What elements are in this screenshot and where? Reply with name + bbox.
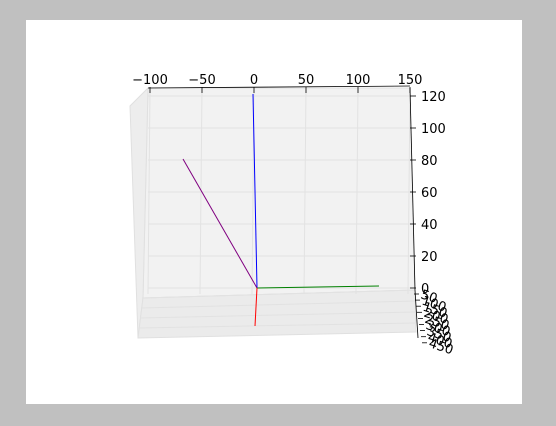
y-tick-label: 350: [425, 324, 453, 346]
y-tick-label: 300: [424, 318, 452, 340]
x-tick-label: 100: [346, 73, 371, 88]
series-line: [182, 158, 258, 289]
series-line: [252, 93, 258, 289]
z-tick-label: 60: [421, 186, 438, 201]
x-tick-label: 50: [298, 73, 315, 88]
y-axis-line: [414, 289, 419, 339]
x-tick-label: −100: [132, 73, 168, 88]
z-tick-label: 0: [421, 282, 429, 297]
z-tick-label: 40: [421, 218, 438, 233]
y-tick-label: 100: [420, 294, 448, 316]
x-tick-label: 150: [398, 73, 423, 88]
z-tick-label: 20: [421, 250, 438, 265]
y-tick-label: 150: [421, 300, 449, 322]
floor-gridline: [140, 300, 416, 309]
gridlines: [138, 87, 416, 329]
y-tick-label: 400: [426, 330, 454, 352]
z-tick-label: 100: [421, 122, 446, 137]
series-line: [254, 287, 258, 327]
figure: −100 −50 0 50 100 150 0 20 40 60 80 100 120 50 100 15…: [26, 20, 522, 404]
x-tick-labels: −100 −50 0 50 100 150: [132, 73, 422, 88]
back-pane: [142, 87, 416, 299]
x-gridline: [407, 87, 411, 295]
floor-gridline: [141, 289, 416, 299]
y-tick-label: 200: [422, 306, 450, 328]
floor-gridline: [139, 311, 416, 319]
series-line: [256, 285, 380, 289]
x-tick-label: −50: [188, 73, 215, 88]
z-tick-labels: 0 20 40 60 80 100 120: [421, 90, 446, 297]
y-tick-label: 50: [419, 288, 439, 307]
z-tick-label: 120: [421, 90, 446, 105]
x-gridline: [355, 87, 359, 295]
x-gridline: [147, 87, 151, 295]
axes: [147, 85, 427, 344]
x-gridline: [303, 87, 307, 295]
y-tick-label: 250: [423, 312, 451, 334]
x-tick-label: 0: [250, 73, 258, 88]
series-lines: [182, 93, 380, 327]
y-tick-label: 450: [427, 336, 455, 358]
floor-gridline: [138, 322, 416, 329]
z-tick-label: 80: [421, 154, 438, 169]
x-axis-line: [147, 85, 411, 89]
